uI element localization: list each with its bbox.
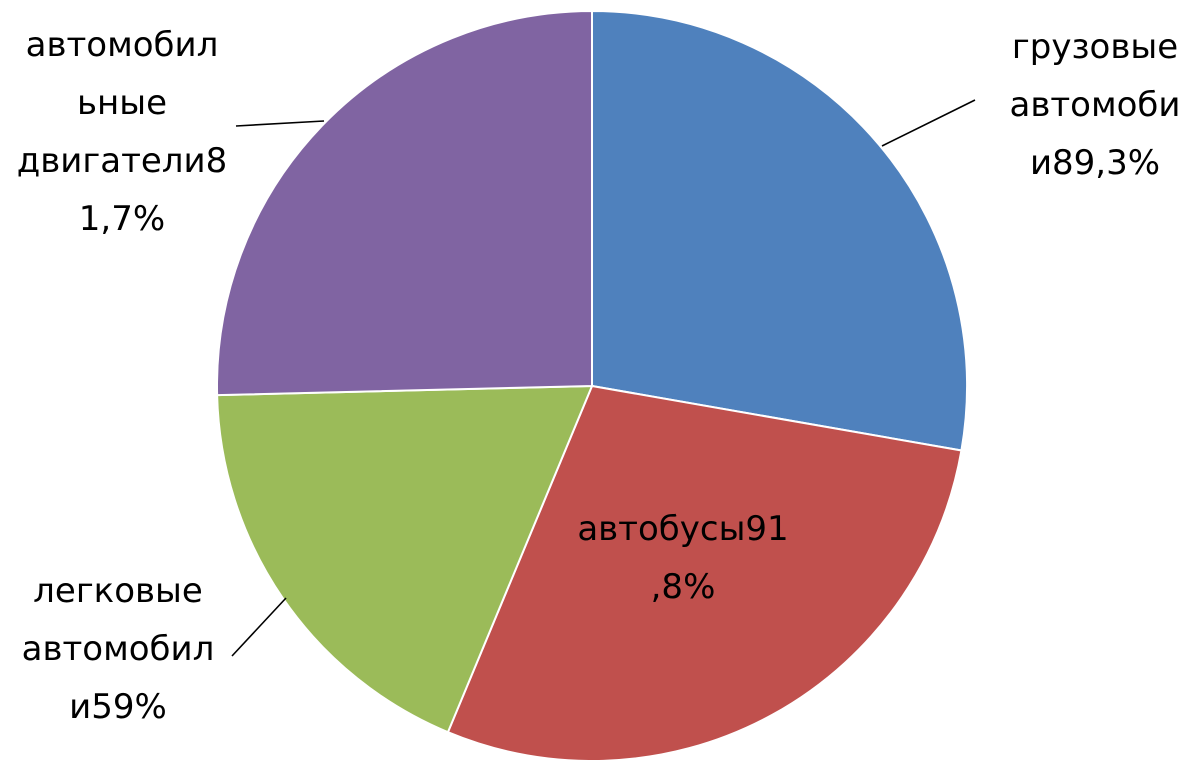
slice-label-1-line-1: ,8% [651,567,716,607]
slice-label-3: автомобил ьные двигатели8 1,7% [17,25,228,239]
pie-slice-2 [216,384,594,734]
slice-label-3-line-1: ьные [77,83,167,123]
slice-label-3-line-2: двигатели8 [17,141,228,181]
slice-label-2-line-2: и59% [69,687,167,727]
slice-label-3-line-0: автомобил [26,25,219,65]
slice-label-0-line-2: и89,3% [1030,143,1160,183]
slice-label-0-line-1: автомоби [1010,85,1181,125]
pie-slice-1 [446,384,963,760]
slice-label-1-line-0: автобусы91 [577,509,788,549]
slice-label-2: легковые автомобил и59% [22,571,215,727]
leader-lines [231,99,976,657]
pie-slice-3 [216,9,593,397]
leader-line-0 [881,99,976,147]
slice-labels: грузовые автомоби и89,3% автобусы91 ,8% легко… [17,25,1181,727]
pie-slice-0 [591,9,969,452]
slice-label-2-line-1: автомобил [22,629,215,669]
slice-label-0: грузовые автомоби и89,3% [1010,27,1181,183]
slice-label-1: автобусы91 ,8% [577,509,788,607]
leader-line-3 [235,120,325,127]
leader-line-2 [231,597,287,657]
slice-label-3-line-3: 1,7% [79,199,165,239]
slice-label-2-line-0: легковые [33,571,203,611]
slice-label-0-line-0: грузовые [1012,27,1178,67]
pie-slices [216,9,969,760]
